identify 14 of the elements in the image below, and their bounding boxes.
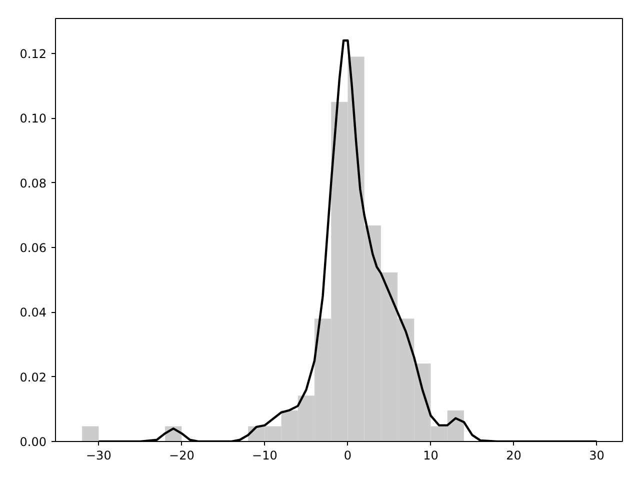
y-tick-label: 0.08 — [20, 176, 46, 190]
y-tick-label: 0.12 — [20, 46, 46, 61]
y-tick-label: 0.04 — [20, 306, 46, 320]
x-tick-label: −20 — [169, 448, 194, 462]
x-tick-label: −30 — [86, 448, 112, 462]
x-tick-label: 10 — [423, 448, 438, 462]
y-tick-label: 0.00 — [20, 435, 46, 449]
x-tick-label: 20 — [506, 448, 522, 462]
y-tick-label: 0.02 — [20, 370, 46, 384]
x-tick-label: 0 — [344, 448, 352, 462]
x-tick-label: −10 — [252, 448, 278, 462]
x-tick-label: 30 — [589, 448, 604, 462]
y-tick-label: 0.06 — [20, 240, 46, 255]
y-tick-label: 0.10 — [20, 112, 46, 126]
